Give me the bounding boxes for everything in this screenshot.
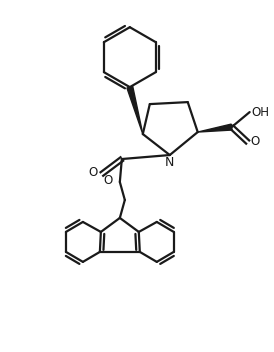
Text: N: N bbox=[165, 156, 175, 169]
Polygon shape bbox=[198, 124, 232, 132]
Text: OH: OH bbox=[252, 106, 270, 119]
Polygon shape bbox=[127, 86, 143, 134]
Text: O: O bbox=[89, 165, 98, 178]
Text: O: O bbox=[103, 175, 113, 188]
Text: O: O bbox=[251, 134, 260, 147]
